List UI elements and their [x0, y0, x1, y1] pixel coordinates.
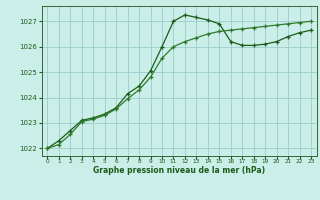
X-axis label: Graphe pression niveau de la mer (hPa): Graphe pression niveau de la mer (hPa) [93, 166, 265, 175]
